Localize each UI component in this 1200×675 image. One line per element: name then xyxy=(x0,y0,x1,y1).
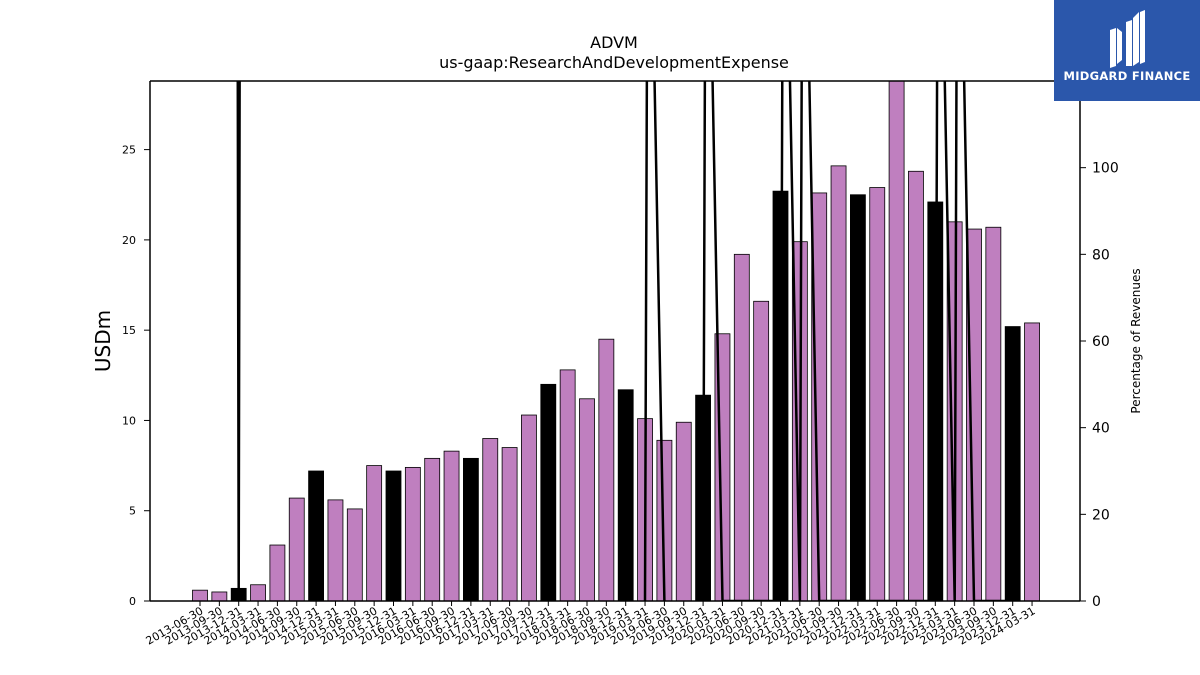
bar-2022-03-31 xyxy=(869,187,886,602)
bar-2014-12-31 xyxy=(308,470,325,602)
percentage-line-segment xyxy=(701,81,1013,601)
bar-2022-06-30 xyxy=(888,80,905,602)
bar-2013-12-31 xyxy=(230,587,247,602)
bar-2019-09-30 xyxy=(675,421,692,602)
y-tick-label: 20 xyxy=(122,234,136,247)
bar-2014-09-30 xyxy=(288,497,305,602)
y2-tick-label: 100 xyxy=(1092,161,1119,177)
bar-2017-06-30 xyxy=(501,447,518,602)
bar-2017-03-31 xyxy=(482,438,499,602)
chart-subtitle: us-gaap:ResearchAndDevelopmentExpense xyxy=(439,53,789,72)
bar-2022-09-30 xyxy=(908,170,924,602)
bar-2021-09-30 xyxy=(830,165,847,602)
bar-2014-03-31 xyxy=(250,584,266,602)
bar-2020-09-30 xyxy=(753,300,770,602)
bar-2023-09-30 xyxy=(985,226,1002,602)
bar-2015-03-31 xyxy=(327,499,344,602)
y-tick-label: 25 xyxy=(122,144,136,157)
y-tick-label: 5 xyxy=(129,505,136,518)
bar-2016-09-30 xyxy=(443,450,460,602)
y-tick-label: 10 xyxy=(122,414,136,427)
bar-2015-12-31 xyxy=(385,470,402,602)
y2-tick-label: 0 xyxy=(1092,594,1101,610)
logo-text: MIDGARD FINANCE xyxy=(1063,69,1191,83)
bar-2015-09-30 xyxy=(366,465,383,602)
bar-2018-12-31 xyxy=(617,389,634,602)
bars-group xyxy=(192,80,1040,602)
bar-2020-06-30 xyxy=(733,253,750,602)
y-tick-label: 15 xyxy=(122,324,136,337)
bar-2015-06-30 xyxy=(346,508,363,602)
brand-logo: MIDGARD FINANCE xyxy=(1054,0,1200,101)
y2-tick-label: 20 xyxy=(1092,507,1110,523)
bar-2016-06-30 xyxy=(424,457,441,602)
bar-2021-12-31 xyxy=(850,194,866,602)
bar-2018-03-31 xyxy=(559,369,576,602)
y2-tick-label: 80 xyxy=(1092,247,1110,263)
bar-2014-06-30 xyxy=(269,544,286,602)
bar-2018-09-30 xyxy=(598,338,615,602)
bar-2023-12-31 xyxy=(1004,326,1021,602)
y2-tick-label: 60 xyxy=(1092,334,1110,350)
y2-tick-label: 40 xyxy=(1092,421,1110,437)
percentage-line-segment xyxy=(643,81,666,601)
y-axis-label: USDm xyxy=(91,310,115,372)
axes-group: 05101520250204060801002013-06-302013-09-… xyxy=(122,80,1119,648)
bar-2024-03-31 xyxy=(1024,322,1040,602)
chart-title: ADVM xyxy=(590,33,638,52)
bar-2013-09-30 xyxy=(211,591,228,602)
percentage-line-group xyxy=(236,81,1013,601)
percentage-line-segment xyxy=(236,81,241,589)
bar-2017-09-30 xyxy=(521,414,537,602)
y2-axis-label: Percentage of Revenues xyxy=(1129,268,1143,413)
bar-2017-12-31 xyxy=(540,383,557,602)
bar-2016-03-31 xyxy=(404,466,421,602)
y-tick-label: 0 xyxy=(129,595,136,608)
bar-2013-06-30 xyxy=(192,589,208,602)
bar-2018-06-30 xyxy=(579,398,595,602)
midgard-logo-icon xyxy=(1110,10,1145,68)
bar-2016-12-31 xyxy=(462,457,479,602)
